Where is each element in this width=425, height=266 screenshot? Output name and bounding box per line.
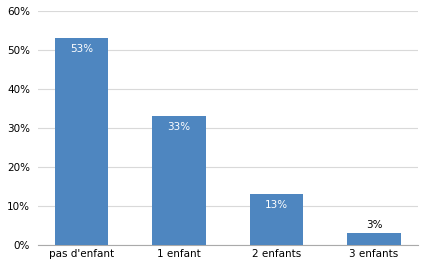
Text: 53%: 53% (70, 44, 93, 54)
Text: 13%: 13% (265, 200, 288, 210)
Bar (250, 194, 303, 245)
Bar (152, 116, 206, 245)
Text: 33%: 33% (167, 122, 191, 132)
Bar (347, 233, 401, 245)
Text: 3%: 3% (366, 220, 382, 230)
Bar (55, 38, 108, 245)
